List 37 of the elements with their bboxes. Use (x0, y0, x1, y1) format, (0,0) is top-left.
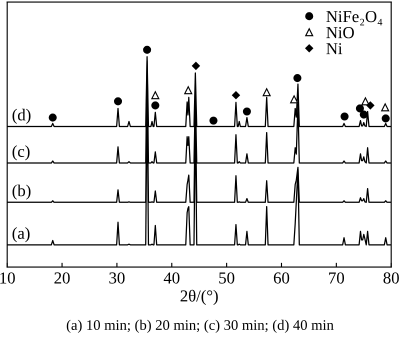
point (114, 97, 122, 106)
point (293, 74, 302, 82)
x-tick-label: 50 (219, 272, 234, 284)
point (361, 97, 370, 106)
point (192, 62, 200, 70)
point (48, 114, 57, 122)
point (366, 101, 374, 110)
point (151, 91, 160, 100)
point (382, 114, 390, 122)
x-tick-label: 40 (164, 272, 180, 284)
point (360, 110, 368, 119)
point (290, 95, 298, 104)
x-tick-label: 30 (109, 272, 125, 284)
point (143, 46, 152, 54)
legend-label: Ni (326, 43, 342, 54)
point (151, 101, 160, 110)
x-tick-label: 80 (384, 272, 399, 284)
series-label: (a) (12, 227, 30, 242)
text: (a) 10 min; (b) 20 min; (c) 30 min; (d) 40 min (66, 320, 334, 333)
point (209, 116, 218, 125)
legend-label: NiFe₂O₄ (326, 10, 382, 26)
point (340, 112, 349, 121)
point (242, 107, 251, 116)
x-tick-label: 60 (274, 272, 290, 284)
x-tick-label: 10 (0, 272, 15, 284)
x-tick-label: 20 (54, 272, 70, 284)
point (232, 91, 240, 100)
series-label: (b) (12, 184, 31, 200)
x-tick-label: 70 (329, 272, 344, 284)
x-axis-title: 2θ/(°) (180, 290, 218, 305)
series-label: (d) (12, 108, 31, 124)
point (262, 88, 271, 96)
point (381, 103, 390, 112)
legend-label: NiO (326, 27, 354, 38)
point (356, 104, 364, 112)
series-label: (c) (12, 145, 30, 160)
point (184, 86, 192, 94)
